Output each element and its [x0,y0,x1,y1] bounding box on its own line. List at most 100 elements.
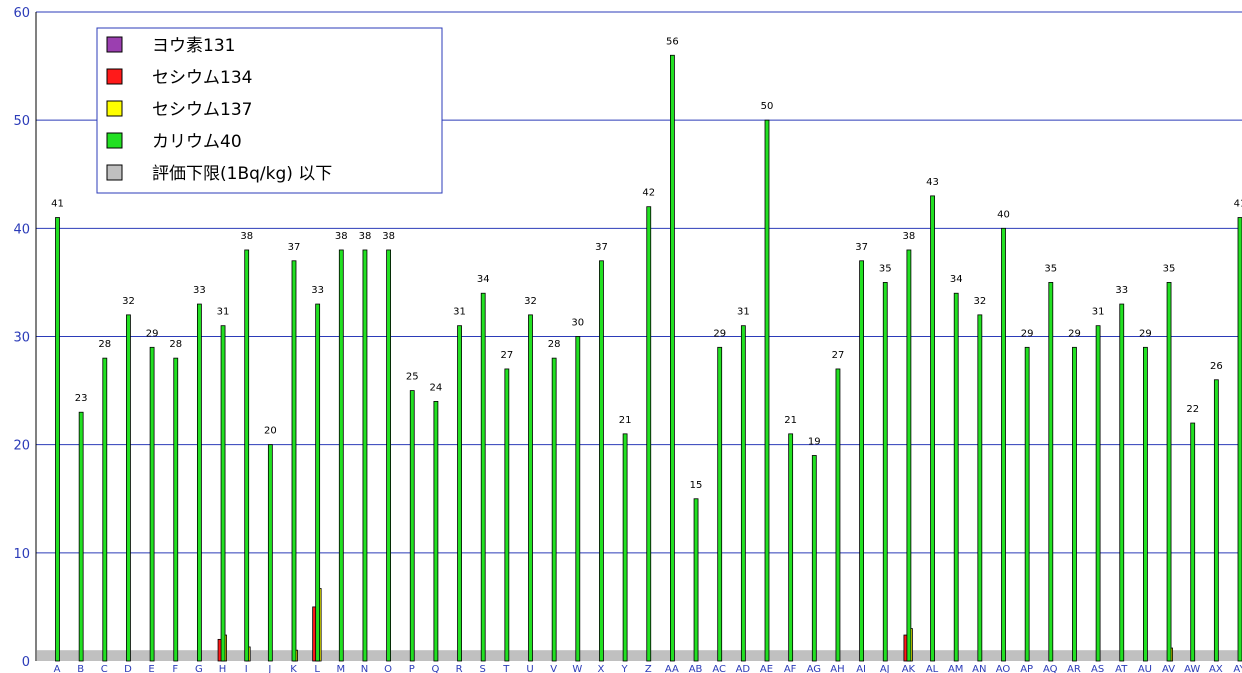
x-tick-label: A [54,664,61,673]
bar-3 [386,249,392,662]
x-tick-label: AN [972,664,986,673]
bar-3 [1024,346,1030,662]
bar-3 [740,325,746,662]
legend-box [96,27,443,194]
x-tick-label: AR [1067,664,1081,673]
x-tick-label: AC [712,664,726,673]
x-tick-label: Q [431,664,439,673]
x-tick-label: S [480,664,486,673]
data-label: 35 [1163,263,1176,274]
x-tick-label: H [219,664,227,673]
x-tick-label: R [456,664,463,673]
bar-3 [882,282,888,662]
data-label: 38 [903,231,916,242]
bar-3 [126,314,131,662]
bar-3 [811,455,817,662]
bar-3 [717,346,723,662]
legend-label: 評価下限(1Bq/kg) 以下 [152,164,332,184]
data-label: 38 [335,231,348,242]
bar-3 [291,260,297,662]
data-label: 20 [264,426,277,437]
bar-3 [196,303,202,662]
legend-item: カリウム40 [106,132,242,152]
bar-3 [409,390,415,662]
bar-3 [1072,346,1077,662]
bar-3 [1237,217,1242,662]
x-tick-label: AK [902,664,916,673]
x-tick-label: AM [948,664,963,673]
y-tick-label: 30 [13,331,30,346]
data-label: 50 [761,101,774,112]
x-tick-label: I [245,664,248,673]
bar-3 [953,292,959,662]
bar-3 [1095,325,1101,662]
y-tick-label: 0 [22,655,30,670]
x-tick-label: AS [1091,664,1104,673]
data-label: 37 [855,242,868,253]
x-tick-label: V [550,664,557,673]
bar-3 [1143,346,1148,662]
x-tick-label: AW [1184,664,1200,673]
data-label: 24 [430,382,443,393]
bar-3 [457,325,462,662]
x-tick-label: AP [1020,664,1033,673]
x-tick-label: AI [856,664,866,673]
bar-3 [835,368,841,662]
data-label: 19 [808,436,821,447]
bar-3 [977,314,983,662]
bar-3 [1190,422,1196,662]
y-axis-ticks: 0 10 20 30 40 50 60 [13,6,30,670]
data-label: 32 [524,296,537,307]
data-label: 32 [122,296,135,307]
data-label: 34 [950,274,963,285]
data-label: 33 [311,285,324,296]
bar-3 [693,498,699,662]
x-tick-label: C [101,664,108,673]
data-label: 22 [1186,404,1199,415]
bar-3 [338,249,344,662]
legend-label: セシウム137 [152,100,252,120]
bar-3 [670,54,675,662]
bars [55,54,1242,662]
x-tick-label: AY [1233,664,1242,673]
data-label: 28 [98,339,111,350]
data-label: 40 [997,209,1010,220]
bar-3 [362,249,368,662]
legend-swatch [106,132,123,149]
bar-3 [78,411,84,662]
legend-item: セシウム137 [106,100,252,120]
x-tick-label: AD [736,664,751,673]
data-label: 34 [477,274,490,285]
data-label: 38 [359,231,372,242]
legend-item: セシウム134 [106,68,252,88]
data-label: 35 [1044,263,1057,274]
data-label: 29 [1139,328,1152,339]
x-tick-label: W [572,664,582,673]
data-labels: 41 23 28 32 29 28 33 31 38 20 37 33 38 38 38 25 24 31 34 27… [51,36,1242,490]
data-label: 21 [619,415,632,426]
bar-3 [173,357,179,662]
data-label: 37 [595,242,608,253]
x-tick-label: AF [784,664,797,673]
x-tick-label: AE [760,664,773,673]
legend-label: ヨウ素131 [152,36,235,56]
x-tick-label: D [124,664,132,673]
bar-3 [788,433,794,662]
data-label: 29 [713,328,726,339]
data-label: 41 [51,199,64,210]
bar-3 [1119,303,1125,662]
x-tick-label: B [77,664,84,673]
bar-3 [504,368,510,662]
legend-item: ヨウ素131 [106,36,235,56]
data-label: 31 [217,307,230,318]
x-axis-ticks: A B C D E F G H I J K L M N O P Q R S T U V W X Y Z AA AB AC AD AE AF AG… [54,664,1242,673]
data-label: 15 [690,480,703,491]
bar-3 [646,206,652,662]
bar-3 [528,314,533,662]
data-label: 31 [1092,307,1105,318]
data-label: 38 [240,231,253,242]
y-tick-label: 20 [13,439,30,454]
bar-3 [1001,227,1006,662]
bar-3 [267,444,273,662]
